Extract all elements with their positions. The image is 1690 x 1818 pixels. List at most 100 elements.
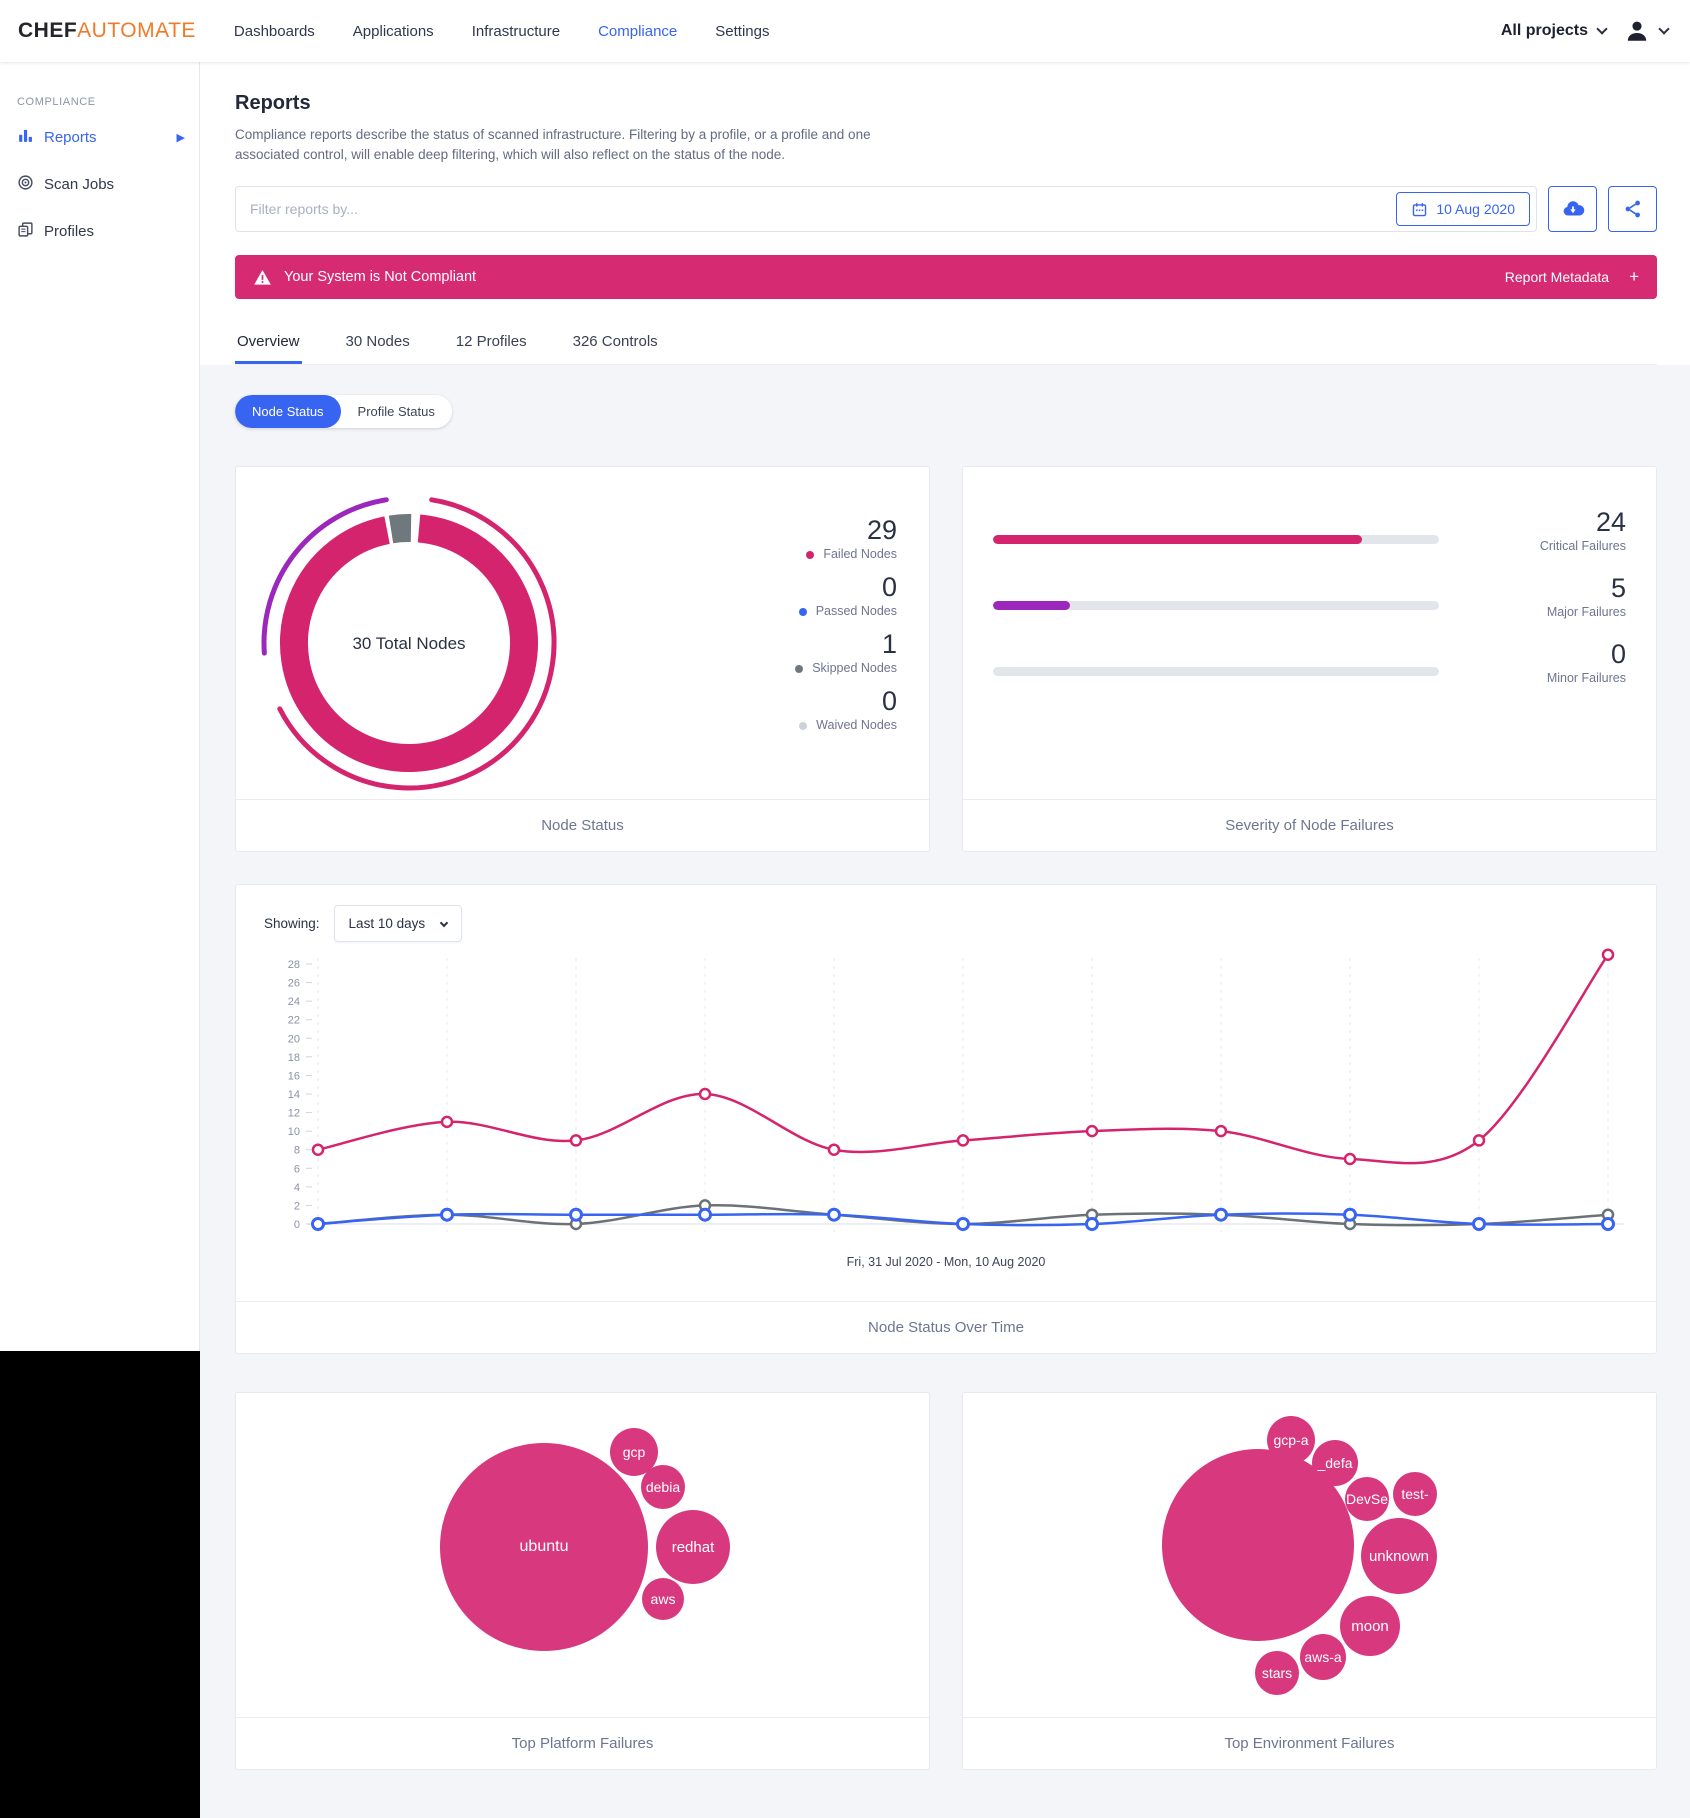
report-metadata-label: Report Metadata — [1504, 269, 1610, 286]
severity-label: Critical Failures — [1539, 539, 1626, 554]
severity-text: 5 Major Failures — [1461, 575, 1626, 620]
filter-reports-input[interactable] — [236, 201, 1397, 218]
bubble-gcp-a: gcp-a — [1267, 1416, 1315, 1465]
svg-text:2: 2 — [294, 1201, 300, 1213]
severity-bar-track — [993, 535, 1439, 545]
documents-icon — [17, 221, 34, 242]
chevron-down-icon[interactable] — [1596, 23, 1608, 35]
main-nav: Dashboards Applications Infrastructure Comp… — [234, 23, 770, 40]
legend-value: 29 — [866, 515, 897, 546]
share-report-button[interactable] — [1608, 186, 1657, 233]
tab-12-profiles[interactable]: 12 Profiles — [455, 333, 527, 351]
svg-text:30 Total Nodes: 30 Total Nodes — [352, 634, 465, 653]
projects-dropdown[interactable]: All projects — [1500, 22, 1588, 39]
platform-bubble-chart: ubuntu gcp debia redhat aws — [236, 1407, 929, 1717]
severity-row-major-failures: 5 Major Failures — [993, 575, 1626, 619]
sidebar-item-label: Reports — [44, 129, 97, 146]
x-axis-label: Fri, 31 Jul 2020 - Mon, 10 Aug 2020 — [846, 1255, 1046, 1270]
legend-value: 0 — [881, 686, 897, 717]
toggle-profile-status[interactable]: Profile Status — [340, 395, 452, 429]
node-status-card: 30 Total Nodes 29 Failed Nodes 0 Passed Nod… — [235, 466, 930, 853]
legend-entry-skipped-nodes: 1 Skipped Nodes — [707, 631, 897, 675]
download-report-button[interactable] — [1548, 186, 1597, 233]
bubble-unknown: unknown — [1361, 1518, 1437, 1595]
legend-dot — [798, 607, 807, 616]
card-caption: Top Environment Failures — [963, 1717, 1656, 1769]
node-status-donut-chart: 30 Total Nodes — [261, 497, 557, 791]
logo-chef: CHEF — [18, 19, 78, 42]
nav-item-compliance[interactable]: Compliance — [598, 22, 678, 40]
nav-item-settings[interactable]: Settings — [715, 22, 770, 40]
svg-text:12: 12 — [288, 1108, 300, 1120]
legend-entry-passed-nodes: 0 Passed Nodes — [707, 574, 897, 618]
report-metadata-button[interactable]: Report Metadata + — [1505, 267, 1639, 287]
tab-overview[interactable]: Overview — [235, 325, 302, 364]
severity-card: 24 Critical Failures 5 Major Failures 0 Minor… — [962, 466, 1657, 853]
chef-automate-logo[interactable]: CHEFAUTOMATE — [18, 19, 196, 43]
sidebar: COMPLIANCE Reports ▶ Scan Jobs Profiles — [0, 62, 200, 1351]
bar-chart-icon — [17, 127, 34, 148]
bubble-debia: debia — [641, 1465, 685, 1510]
svg-text:20: 20 — [288, 1033, 300, 1045]
status-toggle: Node Status Profile Status — [235, 395, 452, 429]
nav-item-applications[interactable]: Applications — [352, 22, 434, 40]
bubble-defa: _defa — [1312, 1440, 1358, 1487]
svg-text:18: 18 — [288, 1052, 300, 1064]
warning-triangle-icon — [254, 269, 271, 285]
svg-text:28: 28 — [288, 959, 300, 971]
svg-text:8: 8 — [294, 1145, 300, 1157]
severity-value: 24 — [1595, 507, 1626, 538]
bubble-ubuntu: ubuntu — [440, 1443, 648, 1652]
date-picker-button[interactable]: 10 Aug 2020 — [1396, 192, 1530, 227]
nav-item-dashboards[interactable]: Dashboards — [233, 22, 315, 40]
top-environment-failures-card: gcp-a _defa DevSe test-unknown moon aws-a star… — [962, 1392, 1657, 1771]
radar-icon — [17, 174, 34, 195]
severity-bar-track — [993, 667, 1439, 677]
date-range-value: Last 10 days — [348, 916, 426, 932]
sidebar-item-reports[interactable]: Reports ▶ — [0, 114, 199, 161]
legend-label: Passed Nodes — [707, 604, 897, 618]
top-nav-bar: CHEFAUTOMATE Dashboards Applications Infra… — [0, 0, 1690, 62]
sidebar-item-scan-jobs[interactable]: Scan Jobs — [0, 161, 199, 208]
severity-value: 0 — [1610, 639, 1626, 670]
cloud-download-icon — [1563, 201, 1584, 216]
node-status-legend: 29 Failed Nodes 0 Passed Nodes 1 Skipped Node… — [707, 517, 897, 745]
top-platform-failures-card: ubuntu gcp debia redhat aws Top Platform Fai… — [235, 1392, 930, 1771]
share-icon — [1625, 200, 1640, 218]
severity-label: Minor Failures — [1546, 671, 1626, 686]
legend-label: Skipped Nodes — [707, 661, 897, 675]
legend-dot — [806, 550, 815, 559]
calendar-icon — [1413, 202, 1427, 216]
severity-row-minor-failures: 0 Minor Failures — [993, 641, 1626, 685]
user-avatar-icon[interactable] — [1624, 18, 1650, 44]
bubble-stars: stars — [1255, 1651, 1299, 1696]
bubble-redhat: redhat — [656, 1510, 730, 1585]
legend-entry-failed-nodes: 29 Failed Nodes — [707, 517, 897, 561]
chevron-down-icon[interactable] — [1658, 23, 1670, 35]
compliance-alert-banner: Your System is Not Compliant Report Meta… — [235, 255, 1657, 300]
toggle-node-status[interactable]: Node Status — [235, 395, 341, 429]
tab-30-nodes[interactable]: 30 Nodes — [345, 333, 410, 351]
card-caption: Severity of Node Failures — [963, 799, 1656, 851]
date-value: 10 Aug 2020 — [1436, 201, 1515, 218]
page-title: Reports — [235, 92, 311, 114]
sidebar-section-label: COMPLIANCE — [17, 96, 96, 108]
sidebar-item-profiles[interactable]: Profiles — [0, 208, 199, 255]
nav-item-infrastructure[interactable]: Infrastructure — [471, 22, 561, 40]
severity-bar-fill — [993, 601, 1070, 611]
legend-label: Waived Nodes — [707, 718, 897, 732]
svg-text:0: 0 — [294, 1219, 300, 1231]
date-range-select[interactable]: Last 10 days — [333, 905, 463, 943]
svg-text:24: 24 — [288, 996, 300, 1008]
bubble-aws-a: aws-a — [1300, 1634, 1346, 1681]
main-content: Reports Compliance reports describe the … — [200, 62, 1690, 1818]
sidebar-item-label: Profiles — [44, 223, 95, 240]
plus-icon: + — [1629, 267, 1639, 287]
tab-326-controls[interactable]: 326 Controls — [572, 333, 658, 351]
banner-message: Your System is Not Compliant — [284, 269, 477, 286]
bubble-aws: aws — [642, 1578, 684, 1621]
severity-text: 24 Critical Failures — [1461, 507, 1626, 554]
severity-row-critical-failures: 24 Critical Failures — [993, 509, 1626, 553]
legend-value: 0 — [881, 572, 897, 603]
